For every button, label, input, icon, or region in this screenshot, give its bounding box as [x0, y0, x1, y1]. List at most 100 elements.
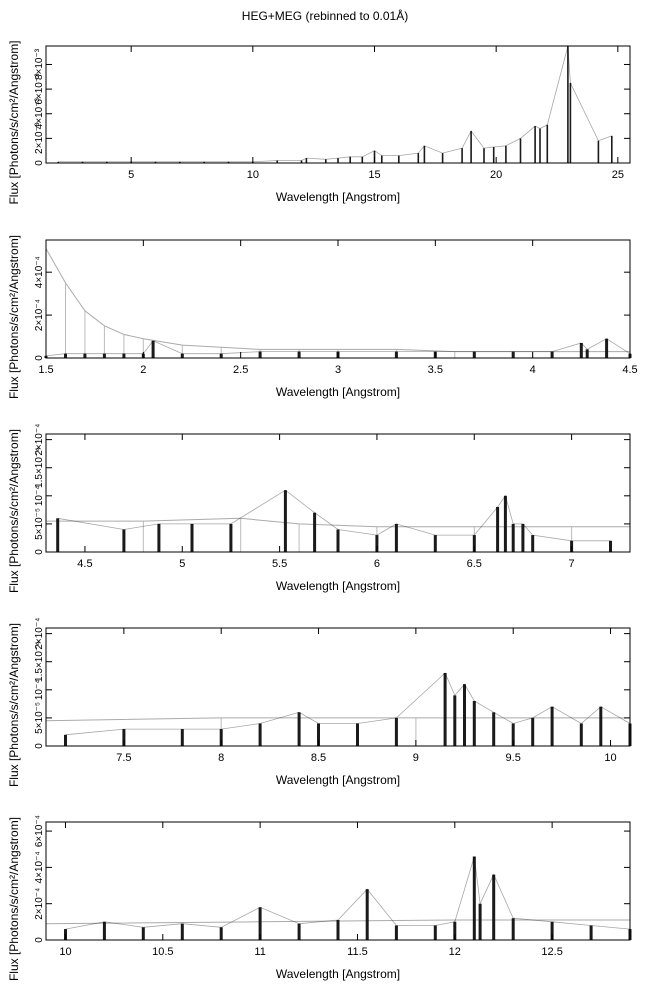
spectrum-bar — [531, 717, 535, 746]
spectrum-line — [45, 338, 631, 357]
spectrum-bar — [297, 712, 301, 746]
y-tick-label: 8×10⁻³ — [34, 48, 45, 80]
spectrum-bar — [106, 161, 108, 163]
x-tick-label: 2 — [140, 364, 146, 376]
spectrum-bar — [550, 351, 554, 358]
x-tick-label: 20 — [490, 169, 502, 181]
spectrum-bar — [441, 153, 444, 163]
y-axis-label: Flux [Photons/s/cm²/Angstrom] — [7, 429, 21, 593]
x-axis-label: Wavelength [Angstrom] — [276, 967, 400, 981]
spectrum-bar — [511, 351, 515, 358]
x-axis-label: Wavelength [Angstrom] — [276, 579, 400, 593]
spectrum-bar — [356, 723, 359, 746]
spectrum-bar — [599, 706, 603, 746]
spectrum-line — [58, 45, 612, 163]
spectrum-bar — [297, 351, 301, 358]
spectrum-bar — [478, 903, 482, 940]
x-tick-label: 2.5 — [233, 364, 248, 376]
y-tick-label: 2×10⁻⁴ — [34, 888, 45, 920]
x-tick-label: 7 — [569, 558, 575, 570]
spectrum-bar — [297, 923, 301, 940]
spectrum-bar — [180, 923, 184, 940]
y-tick-label: 10⁻⁴ — [34, 485, 45, 506]
error-envelope — [45, 248, 630, 353]
spectrum-bar — [492, 712, 496, 746]
x-tick-label: 11.5 — [347, 946, 368, 958]
spectrum-bar — [453, 695, 457, 746]
spectrum-panel-2: 1.5 2 2.5 3 3.5 4 4.5 0 2×10⁻⁴ 4×10⁻⁴ Wavelength [… — [7, 235, 638, 399]
spectrum-bar — [122, 729, 126, 746]
y-tick-label: 0 — [34, 937, 45, 943]
y-tick-label: 2×10⁻⁴ — [34, 618, 45, 650]
spectrum-bar — [336, 529, 340, 552]
x-tick-label: 5 — [128, 169, 134, 181]
spectrum-bar — [443, 673, 447, 746]
spectrum-panel-3: 4.5 5 5.5 6 6.5 7 0 5×10⁻⁵ 10⁻⁴1.5×10⁻⁴2×10⁻⁴ Wav… — [7, 424, 631, 593]
spectrum-bar — [81, 161, 84, 163]
spectrum-line — [65, 672, 631, 736]
y-axis-label: Flux [Photons/s/cm²/Angstrom] — [7, 623, 21, 787]
y-tick-label: 0 — [34, 549, 45, 555]
spectrum-bar — [585, 349, 589, 358]
spectrum-bar — [122, 353, 126, 358]
x-tick-label: 9 — [413, 752, 419, 764]
spectrum-bar — [534, 126, 536, 163]
x-tick-label: 4.5 — [77, 558, 92, 570]
x-tick-label: 3 — [335, 364, 341, 376]
y-tick-label: 0 — [34, 743, 45, 749]
spectrum-bar — [203, 161, 205, 163]
spectrum-bar — [349, 156, 351, 163]
spectrum-bar — [154, 161, 157, 163]
x-axis-label: Wavelength [Angstrom] — [276, 190, 400, 204]
spectrum-bar — [511, 723, 515, 746]
y-axis-label: Flux [Photons/s/cm²/Angstrom] — [7, 235, 21, 399]
x-tick-label: 10 — [59, 946, 71, 958]
error-envelope — [46, 517, 630, 528]
spectrum-bar — [373, 150, 376, 163]
y-tick-label: 5×10⁻⁵ — [34, 508, 45, 540]
y-axis-label: Flux [Photons/s/cm²/Angstrom] — [7, 40, 21, 204]
x-tick-label: 7.5 — [116, 752, 131, 764]
spectrum-bar — [394, 351, 398, 358]
spectrum-bar — [365, 889, 369, 940]
spectrum-bar — [325, 159, 327, 163]
spectrum-bar — [57, 161, 59, 163]
y-tick-label: 1.5×10⁻⁴ — [34, 641, 45, 681]
spectrum-bar — [64, 353, 67, 358]
spectrum-bar — [381, 155, 383, 163]
spectrum-bar — [483, 148, 485, 163]
spectrum-bar — [550, 706, 554, 746]
spectrum-bar — [609, 540, 612, 552]
x-tick-label: 12 — [449, 946, 461, 958]
x-axis-label: Wavelength [Angstrom] — [276, 385, 400, 399]
spectrum-bar — [492, 874, 496, 940]
x-tick-label: 10 — [247, 169, 259, 181]
spectrum-bar — [433, 535, 437, 552]
plot-frame — [45, 627, 631, 747]
spectrum-bar — [589, 925, 593, 940]
spectrum-bar — [258, 907, 262, 940]
spectrum-bar — [472, 351, 476, 358]
spectrum-bar — [461, 148, 463, 163]
spectrum-bar — [258, 723, 262, 746]
x-tick-label: 4 — [530, 364, 536, 376]
spectrum-bar — [375, 535, 379, 552]
spectrum-bar — [496, 507, 500, 552]
spectrum-bar — [505, 145, 507, 163]
spectrum-bar — [472, 856, 476, 940]
y-tick-label: 6×10⁻⁴ — [34, 815, 45, 847]
spectrum-bar — [179, 161, 181, 163]
spectrum-bar — [611, 135, 613, 163]
plot-frame — [45, 239, 631, 359]
spectrum-bar — [283, 490, 287, 552]
spectrum-line — [65, 856, 631, 930]
spectrum-bar — [579, 723, 583, 746]
spectrum-bar — [398, 155, 400, 163]
spectrum-bar — [305, 158, 308, 163]
spectrum-bar — [122, 529, 126, 552]
y-axis-label: Flux [Photons/s/cm²/Angstrom] — [7, 817, 21, 981]
spectrum-bar — [102, 353, 106, 358]
spectrum-bar — [276, 160, 278, 163]
spectrum-bar — [453, 921, 457, 940]
